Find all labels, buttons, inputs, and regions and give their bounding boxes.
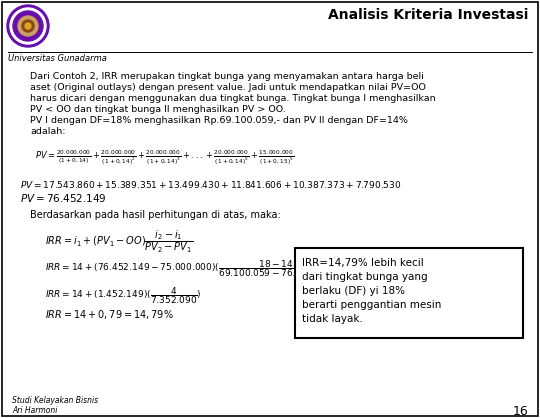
- Text: Studi Kelayakan Bisnis: Studi Kelayakan Bisnis: [12, 396, 98, 405]
- Circle shape: [7, 5, 49, 47]
- Text: dari tingkat bunga yang: dari tingkat bunga yang: [302, 272, 428, 282]
- Text: $IRR = 14 + 0,79 = 14,79\%$: $IRR = 14 + 0,79 = 14,79\%$: [45, 308, 174, 321]
- Text: $PV = \frac{20.000.000}{(1+0,14)} + \frac{20.000.000}{(1+0,14)^{2}} + \frac{20.0: $PV = \frac{20.000.000}{(1+0,14)} + \fra…: [35, 148, 294, 167]
- Circle shape: [10, 8, 46, 44]
- Text: Ari Harmoni: Ari Harmoni: [12, 406, 57, 415]
- Text: Analisis Kriteria Investasi: Analisis Kriteria Investasi: [328, 8, 528, 22]
- Text: harus dicari dengan menggunakan dua tingkat bunga. Tingkat bunga I menghasilkan: harus dicari dengan menggunakan dua ting…: [30, 94, 436, 103]
- Circle shape: [18, 16, 38, 36]
- Text: aset (Original outlays) dengan present value. Jadi untuk mendapatkan nilai PV=OO: aset (Original outlays) dengan present v…: [30, 83, 426, 92]
- Text: tidak layak.: tidak layak.: [302, 314, 363, 324]
- Text: berarti penggantian mesin: berarti penggantian mesin: [302, 300, 441, 310]
- Text: $PV = 76.452.149$: $PV = 76.452.149$: [20, 192, 107, 204]
- Text: Berdasarkan pada hasil perhitungan di atas, maka:: Berdasarkan pada hasil perhitungan di at…: [30, 210, 281, 220]
- Text: $IRR = 14 + (1.452.149)(\dfrac{4}{7.352.090})$: $IRR = 14 + (1.452.149)(\dfrac{4}{7.352.…: [45, 285, 202, 306]
- Text: $IRR = 14 + (76.452.149 - 75.000.000)(\dfrac{18 - 14}{69.100.059 - 76.452.149})$: $IRR = 14 + (76.452.149 - 75.000.000)(\d…: [45, 258, 338, 279]
- Text: Dari Contoh 2, IRR merupakan tingkat bunga yang menyamakan antara harga beli: Dari Contoh 2, IRR merupakan tingkat bun…: [30, 72, 424, 81]
- Circle shape: [13, 11, 43, 41]
- Text: PV I dengan DF=18% menghasilkan Rp.69.100.059,- dan PV II dengan DF=14%: PV I dengan DF=18% menghasilkan Rp.69.10…: [30, 116, 408, 125]
- Circle shape: [25, 23, 31, 29]
- Text: $IRR = i_{1} + (PV_{1} - OO)\dfrac{i_{2} - i_{1}}{PV_{2} - PV_{1}}$: $IRR = i_{1} + (PV_{1} - OO)\dfrac{i_{2}…: [45, 228, 193, 255]
- Text: 16: 16: [512, 405, 528, 418]
- Text: Universitas Gunadarma: Universitas Gunadarma: [8, 54, 107, 63]
- Bar: [295, 248, 523, 338]
- Text: adalah:: adalah:: [30, 127, 65, 136]
- Circle shape: [22, 20, 34, 32]
- Text: $PV = 17.543.860 + 15.389.351 + 13.499.430 + 11.841.606 + 10.387.373 + 7.790.530: $PV = 17.543.860 + 15.389.351 + 13.499.4…: [20, 179, 401, 190]
- Text: berlaku (DF) yi 18%: berlaku (DF) yi 18%: [302, 286, 405, 296]
- Text: IRR=14,79% lebih kecil: IRR=14,79% lebih kecil: [302, 258, 424, 268]
- Text: PV < OO dan tingkat bunga II menghasilkan PV > OO.: PV < OO dan tingkat bunga II menghasilka…: [30, 105, 286, 114]
